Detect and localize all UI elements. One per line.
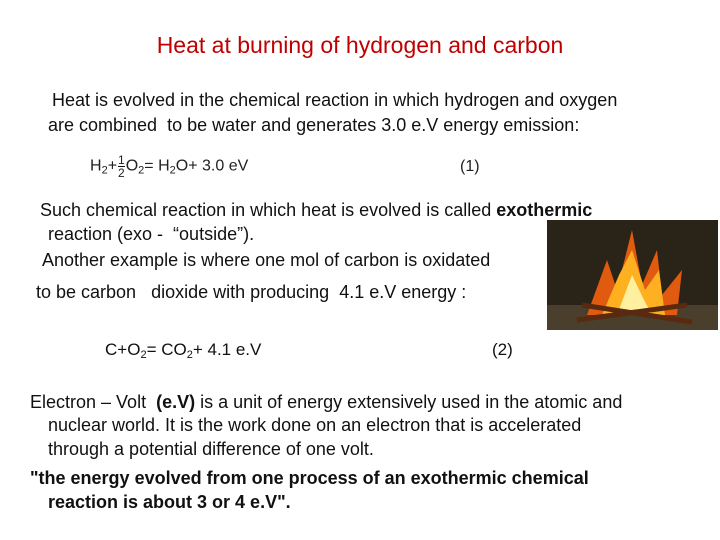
subscript: 2 (169, 164, 176, 177)
text: reaction (exo - “outside”). (48, 224, 255, 244)
term: H (90, 157, 102, 175)
text-line: to be carbon dioxide with producing 4.1 … (36, 281, 466, 303)
title: Heat at burning of hydrogen and carbon (156, 32, 564, 58)
text-line: are combined to be water and generates 3… (48, 114, 579, 136)
text: through a potential difference of one vo… (48, 439, 374, 459)
term: O+ 3.0 eV (175, 157, 249, 175)
subscript: 2 (140, 349, 147, 361)
text: Electron – Volt (30, 392, 157, 412)
text-line: nuclear world. It is the work done on an… (48, 414, 581, 436)
text-line: through a potential difference of one vo… (48, 438, 374, 460)
fire-image (547, 220, 718, 330)
text: Another example is where one mol of carb… (42, 250, 491, 270)
equation: C+O2= CO2+ 4.1 e.V (105, 339, 261, 366)
bold-text: "the energy evolved from one process of … (30, 468, 589, 488)
text: Such chemical reaction in which heat is … (40, 200, 497, 220)
text-line: reaction is about 3 or 4 e.V". (48, 491, 291, 513)
term: + (107, 157, 118, 175)
bold-text: (e.V) (156, 392, 196, 412)
term: + 4.1 e.V (192, 340, 262, 359)
term: = H (144, 157, 170, 175)
subscript: 2 (186, 349, 193, 361)
text: nuclear world. It is the work done on an… (48, 415, 582, 435)
text-line: "the energy evolved from one process of … (30, 467, 589, 489)
text-line: Such chemical reaction in which heat is … (40, 199, 592, 221)
term: O (125, 157, 139, 175)
subscript: 2 (101, 164, 108, 177)
term: C+O (105, 340, 141, 359)
bold-text: exothermic (496, 200, 593, 220)
text: is a unit of energy extensively used in … (195, 392, 623, 412)
equation: H2+ 1 2 O2= H2O+ 3.0 eV (90, 154, 248, 182)
text-line: Heat is evolved in the chemical reaction… (52, 89, 617, 111)
denominator: 2 (118, 166, 125, 180)
text: Heat is evolved in the chemical reaction… (52, 90, 618, 110)
bold-text: reaction is about 3 or 4 e.V". (48, 492, 291, 512)
text: to be carbon dioxide with producing 4.1 … (36, 282, 467, 302)
text-line: Electron – Volt (e.V) is a unit of energ… (30, 391, 622, 413)
subscript: 2 (138, 164, 145, 177)
text: are combined to be water and generates 3… (48, 115, 580, 135)
text-line: Another example is where one mol of carb… (42, 249, 490, 271)
text-line: reaction (exo - “outside”). (48, 223, 254, 245)
equation-number: (2) (492, 340, 513, 359)
term: = CO (146, 340, 187, 359)
numerator: 1 (118, 153, 125, 167)
equation-number: (1) (460, 158, 480, 175)
